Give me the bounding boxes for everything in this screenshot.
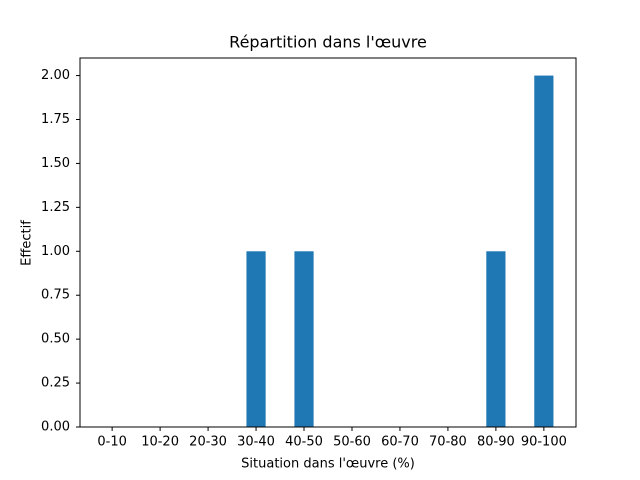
- x-tick-label: 0-10: [97, 435, 127, 450]
- bar: [486, 251, 506, 427]
- y-tick-label: 1.25: [41, 200, 70, 215]
- bar: [246, 251, 266, 427]
- x-tick-label: 20-30: [189, 435, 227, 450]
- x-axis-label: Situation dans l'œuvre (%): [241, 457, 415, 472]
- x-tick-label: 90-100: [521, 435, 567, 450]
- x-tick-label: 60-70: [381, 435, 419, 450]
- y-tick-label: 0.75: [41, 288, 70, 303]
- x-tick-label: 50-60: [333, 435, 371, 450]
- plot-frame: [79, 57, 577, 428]
- y-tick-label: 0.00: [41, 420, 70, 435]
- y-axis-label: Effectif: [20, 220, 35, 266]
- x-tick-label: 80-90: [477, 435, 515, 450]
- x-tick-label: 10-20: [141, 435, 179, 450]
- y-tick-label: 0.50: [41, 332, 70, 347]
- y-tick-label: 1.75: [41, 112, 70, 127]
- y-tick-label: 1.50: [41, 156, 70, 171]
- y-tick-label: 2.00: [41, 68, 70, 83]
- y-tick-label: 1.00: [41, 244, 70, 259]
- y-tick-label: 0.25: [41, 376, 70, 391]
- x-tick-label: 40-50: [285, 435, 323, 450]
- x-tick-label: 70-80: [429, 435, 467, 450]
- chart-title: Répartition dans l'œuvre: [229, 33, 427, 52]
- x-tick-label: 30-40: [237, 435, 275, 450]
- bar: [294, 251, 314, 427]
- bar: [534, 75, 554, 428]
